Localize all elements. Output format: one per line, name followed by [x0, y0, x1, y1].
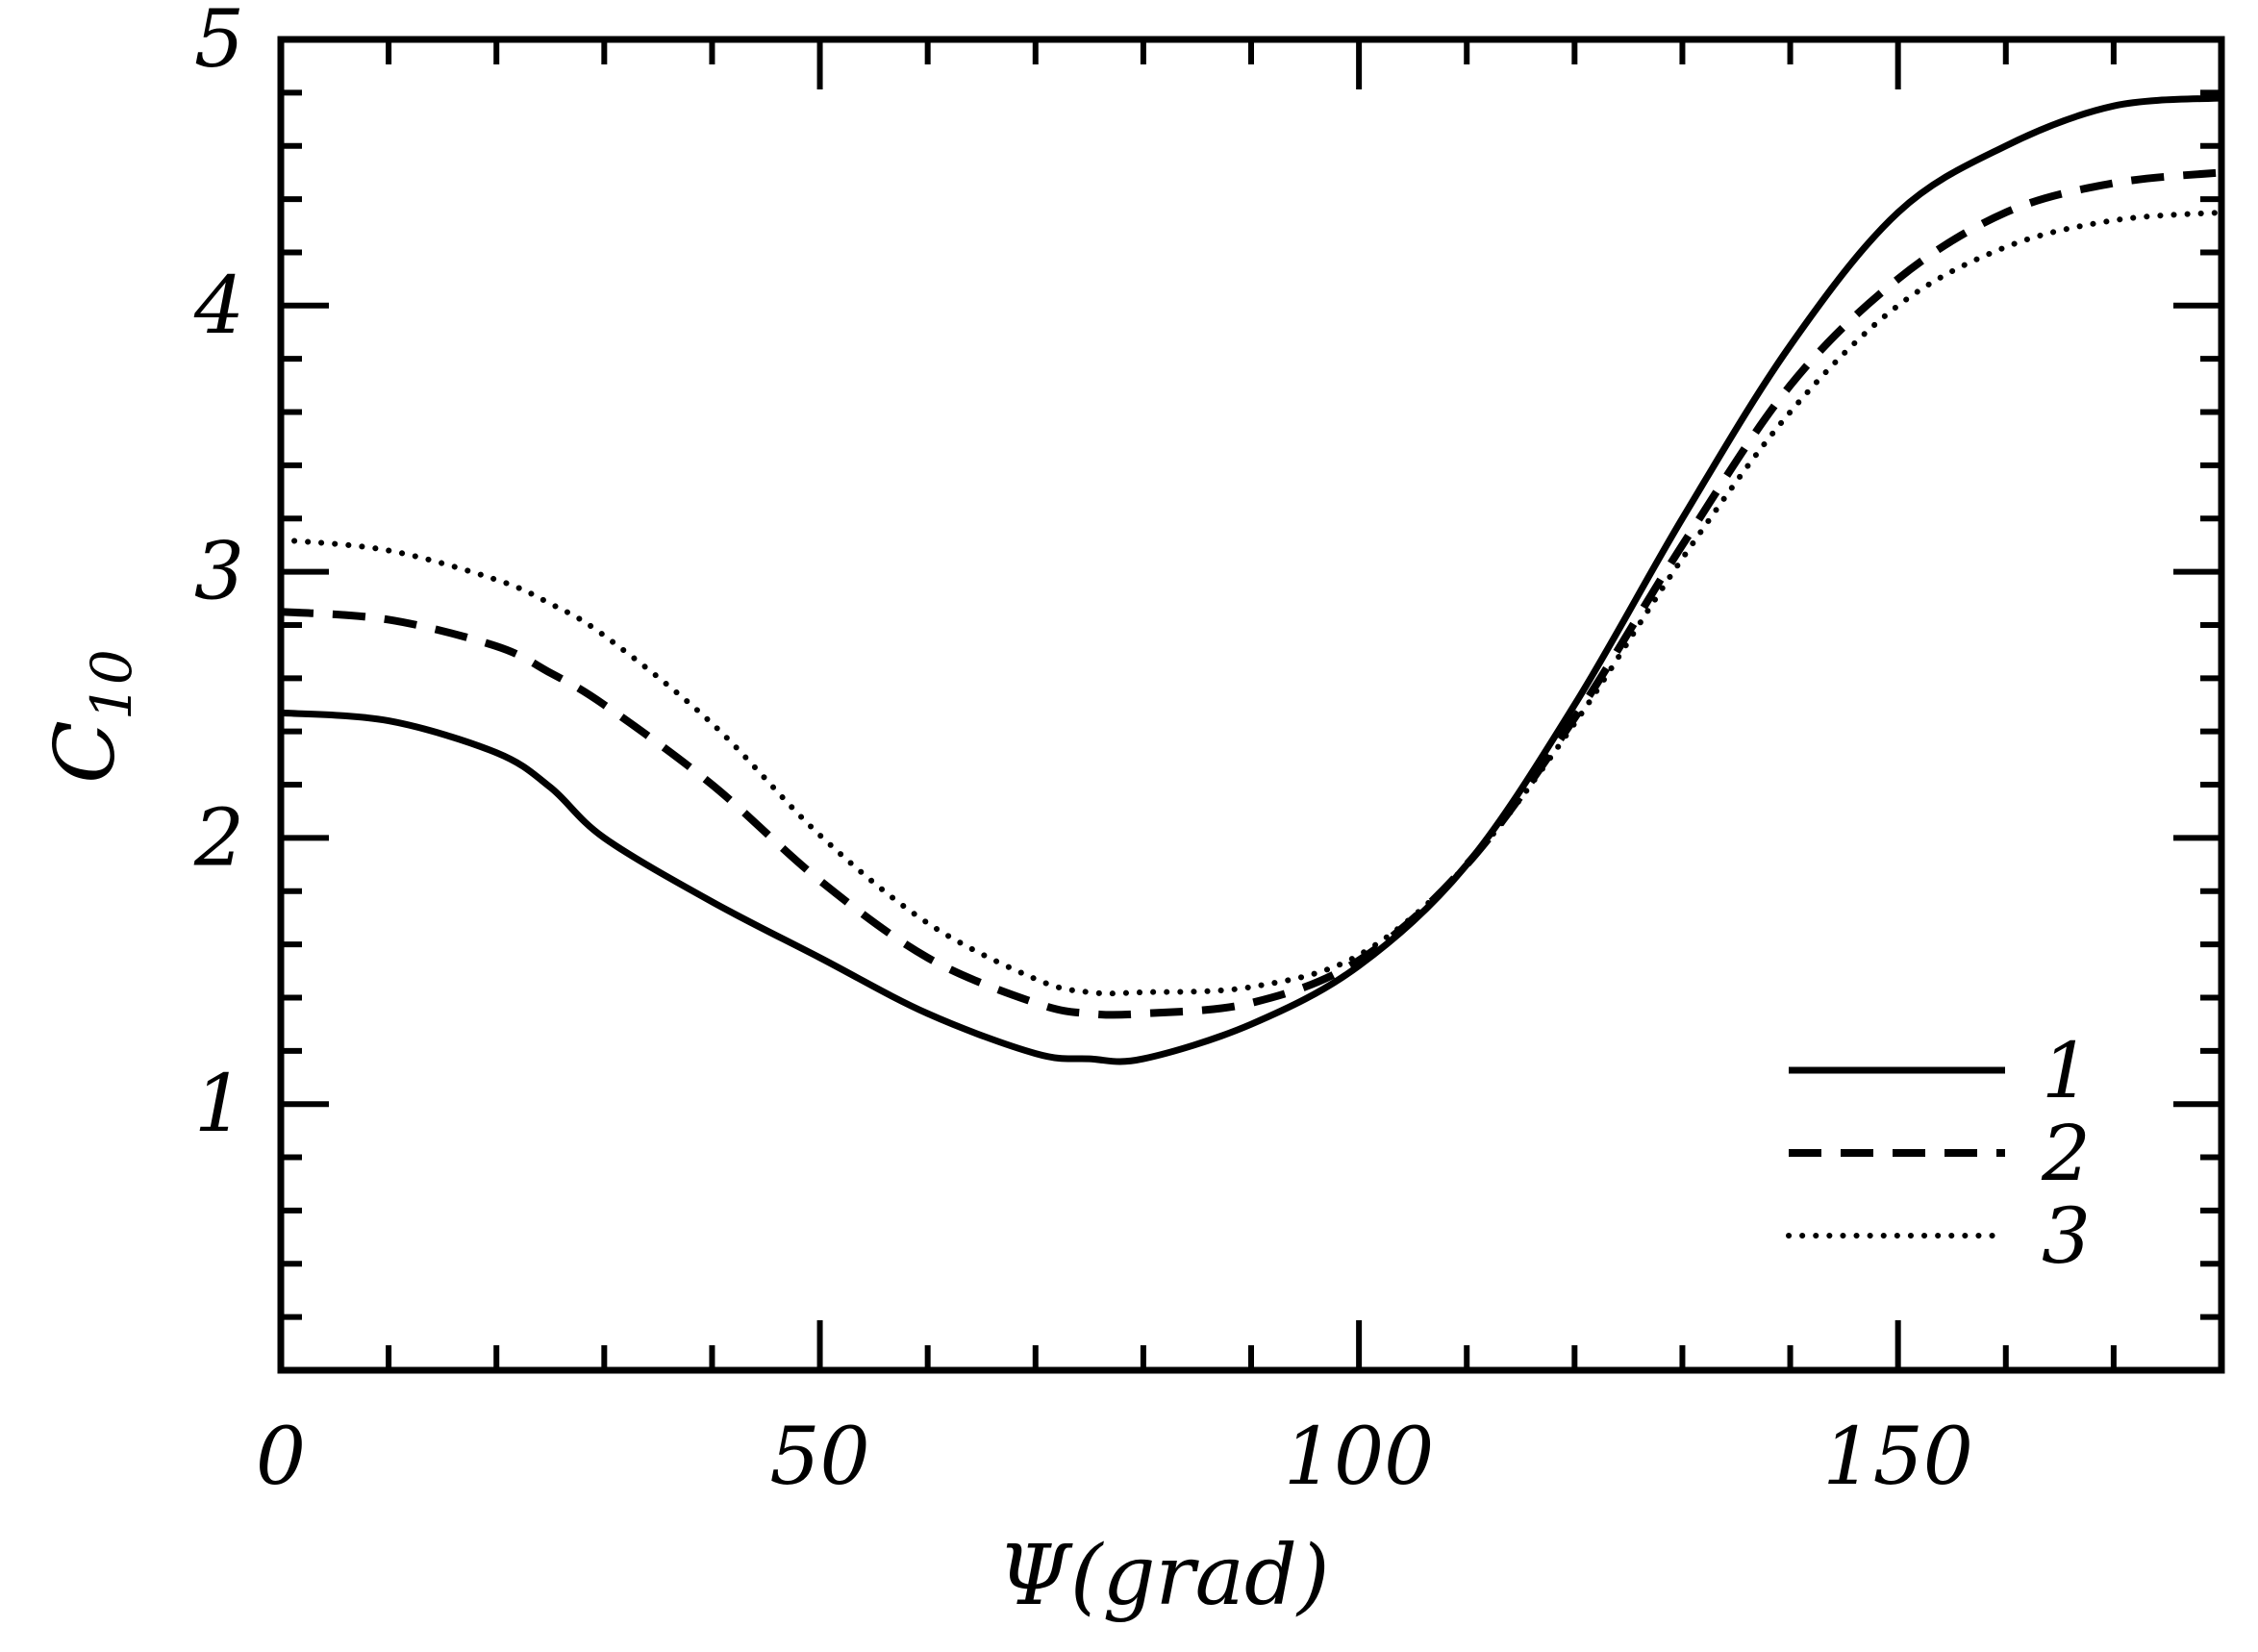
y-axis-title-base: C — [38, 720, 134, 784]
series-line-1 — [280, 94, 2222, 1065]
legend: 123 — [1786, 1026, 2091, 1281]
y-tick-label: 1 — [194, 1059, 244, 1150]
y-tick-label: 3 — [194, 527, 244, 618]
y-tick-labels: 1 2 3 4 5 — [193, 0, 244, 1150]
y-tick-label: 2 — [193, 792, 244, 884]
y-tick-label: 4 — [193, 261, 244, 352]
x-tick-label: 0 — [256, 1412, 306, 1503]
series-line-2 — [280, 168, 2222, 1019]
plot-frame — [277, 36, 2225, 1374]
x-axis-title: Ψ(grad) — [997, 1528, 1329, 1624]
minor-ticks — [281, 39, 2221, 1370]
legend-label-1: 1 — [2042, 1026, 2091, 1115]
series-line-3 — [278, 209, 2224, 997]
y-axis-title: C10 — [38, 649, 144, 784]
legend-label-2: 2 — [2041, 1109, 2091, 1198]
x-tick-labels: 0 50 100 150 — [256, 1412, 1973, 1503]
series-layer — [278, 94, 2224, 1065]
legend-label-3: 3 — [2042, 1191, 2091, 1281]
x-tick-label: 50 — [769, 1412, 869, 1503]
major-ticks — [281, 39, 2221, 1370]
x-tick-label: 150 — [1822, 1412, 1973, 1503]
x-tick-label: 100 — [1284, 1412, 1435, 1503]
y-axis-title-subscript: 10 — [79, 649, 144, 720]
y-tick-label: 5 — [194, 0, 244, 86]
